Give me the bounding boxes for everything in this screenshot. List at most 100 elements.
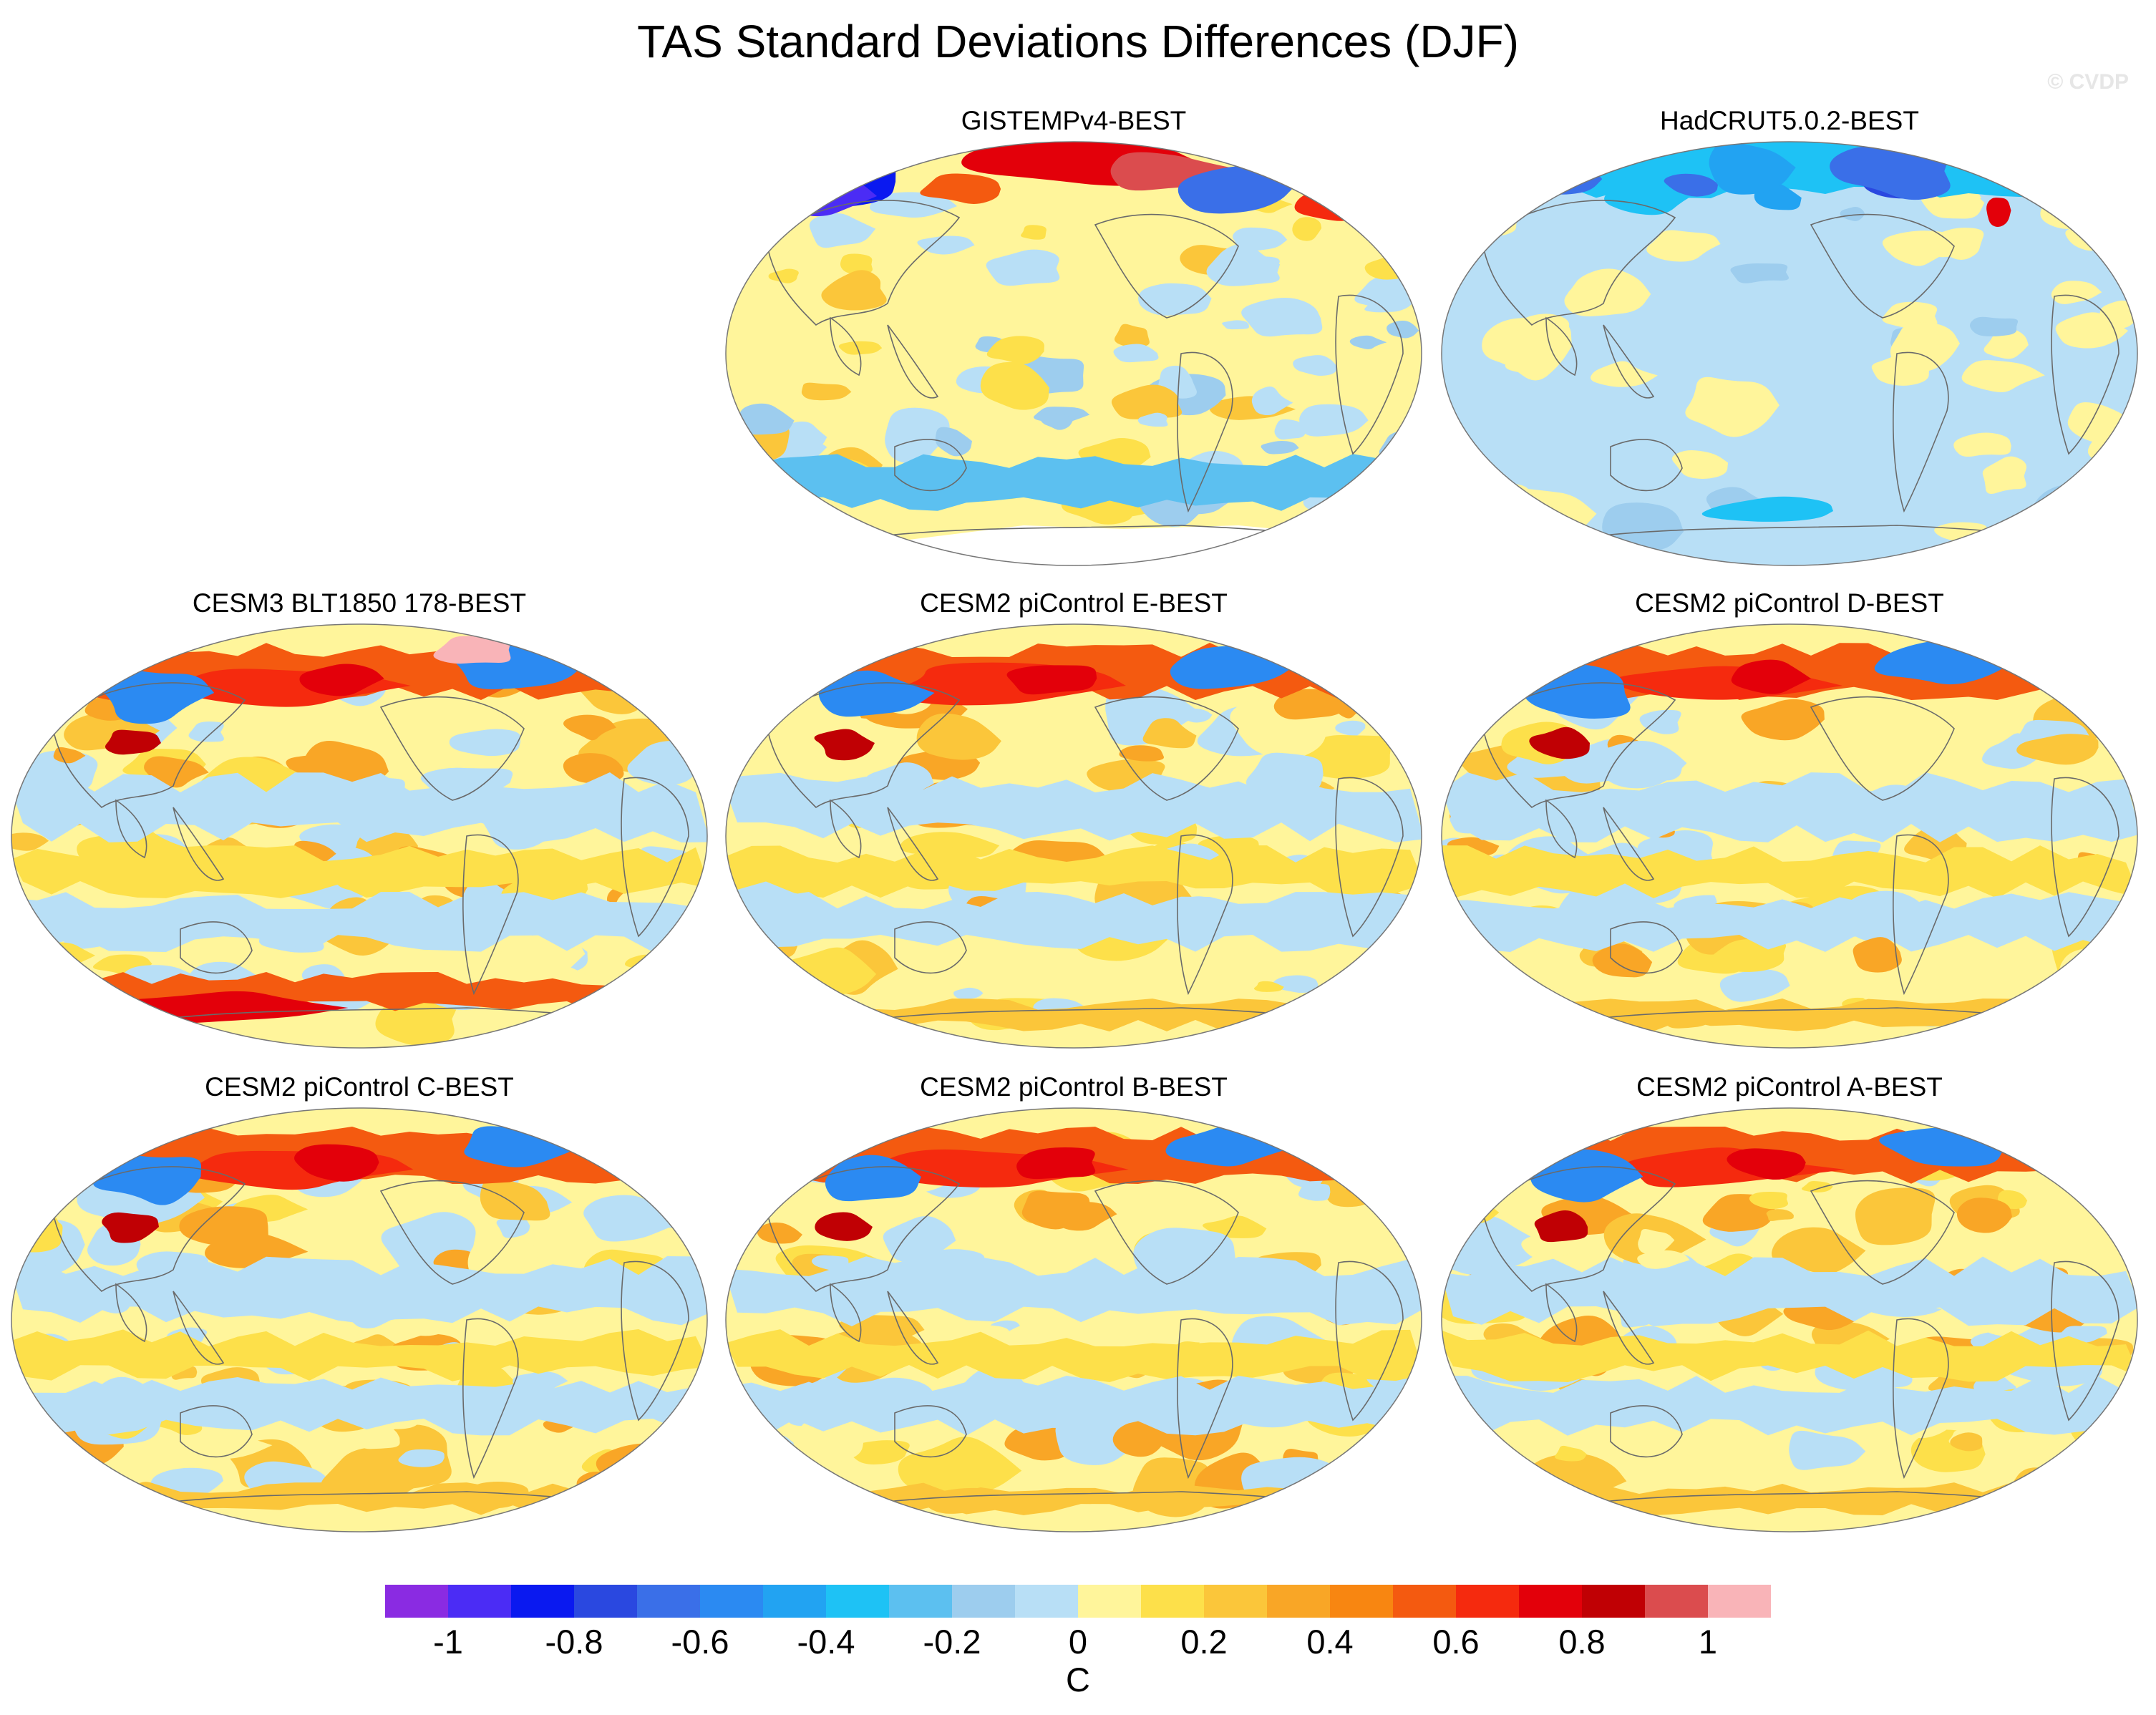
coastline xyxy=(1545,316,1578,376)
anomaly-patch xyxy=(1461,211,1518,236)
coastline xyxy=(830,316,862,376)
world-map xyxy=(1441,623,2138,1049)
anomaly-band xyxy=(726,772,1422,842)
anomaly-patch xyxy=(596,1443,706,1505)
anomaly-patch xyxy=(1890,321,1960,372)
colorbar-swatch xyxy=(511,1585,574,1618)
coastline xyxy=(180,1405,253,1458)
anomaly-patch xyxy=(1741,699,1825,741)
anomaly-patch xyxy=(726,1457,787,1482)
map-border xyxy=(725,1107,1422,1532)
anomaly-patch xyxy=(1320,1170,1388,1208)
anomaly-patch xyxy=(1530,1149,1643,1203)
anomaly-patch xyxy=(35,1160,84,1180)
anomaly-patch xyxy=(1112,1419,1167,1457)
coastline xyxy=(887,1291,939,1365)
anomaly-patch xyxy=(1442,142,1539,173)
colorbar-swatch xyxy=(1204,1585,1267,1618)
anomaly-patch xyxy=(1664,173,1719,197)
anomaly-patch xyxy=(1731,659,1811,694)
anomaly-patch xyxy=(662,656,691,673)
coastline xyxy=(765,200,961,326)
anomaly-patch xyxy=(1306,632,1388,671)
coastline xyxy=(621,777,689,938)
anomaly-patch xyxy=(726,1454,758,1471)
coastline xyxy=(115,799,147,859)
anomaly-patch xyxy=(1855,976,1915,1001)
coastline xyxy=(379,1180,525,1285)
anomaly-band xyxy=(726,892,1422,952)
anomaly-patch xyxy=(1209,396,1296,420)
coastline xyxy=(1177,834,1233,996)
anomaly-patch xyxy=(11,832,49,851)
anomaly-patch xyxy=(1484,153,1568,185)
anomaly-patch xyxy=(1374,704,1406,725)
anomaly-patch xyxy=(1140,1200,1193,1230)
anomaly-patch xyxy=(1840,206,1865,221)
anomaly-patch xyxy=(2071,173,2137,227)
anomaly-band xyxy=(11,1329,707,1381)
anomaly-patch xyxy=(69,1481,102,1497)
colorbar-swatch xyxy=(448,1585,511,1618)
anomaly-patch xyxy=(986,249,1060,286)
anomaly-patch xyxy=(1918,946,1999,991)
coastline xyxy=(1094,213,1239,319)
colorbar-swatch xyxy=(1582,1585,1645,1618)
anomaly-patch xyxy=(2011,1109,2098,1155)
coastline xyxy=(2051,1260,2119,1422)
colorbar-tick-label: 0 xyxy=(1068,1623,1088,1661)
anomaly-patch xyxy=(140,1108,210,1132)
anomaly-band xyxy=(1442,1256,2137,1326)
coastline xyxy=(1810,1180,1955,1285)
anomaly-patch xyxy=(848,1440,910,1464)
anomaly-band xyxy=(726,1329,1422,1382)
colorbar-swatch xyxy=(889,1585,952,1618)
anomaly-patch xyxy=(1983,329,2029,359)
anomaly-patch xyxy=(898,1437,1022,1496)
anomaly-patch xyxy=(1397,482,1420,498)
anomaly-patch xyxy=(144,756,209,788)
map-panel: CESM3 BLT1850 178-BEST xyxy=(9,587,710,1052)
anomaly-patch xyxy=(581,629,663,673)
panel-title: CESM2 piControl E-BEST xyxy=(920,588,1228,618)
colorbar-swatch xyxy=(1708,1585,1771,1618)
anomaly-patch xyxy=(1646,230,1721,262)
anomaly-patch xyxy=(2101,676,2137,710)
anomaly-patch xyxy=(2040,190,2129,230)
anomaly-patch xyxy=(1516,314,1570,346)
anomaly-patch xyxy=(1982,456,2027,495)
anomaly-patch xyxy=(1771,1227,1866,1274)
panel-title: CESM2 piControl C-BEST xyxy=(205,1072,514,1102)
anomaly-patch xyxy=(1852,937,1902,973)
map-border xyxy=(1441,141,2138,566)
coastline xyxy=(180,921,253,974)
anomaly-patch xyxy=(1730,263,1790,283)
coastline xyxy=(2051,777,2119,938)
anomaly-patch xyxy=(885,407,950,464)
anomaly-patch xyxy=(1374,1468,1420,1487)
coastline xyxy=(894,921,967,974)
anomaly-patch xyxy=(1442,650,1520,696)
coastline xyxy=(173,1291,225,1365)
anomaly-patch xyxy=(398,1449,445,1467)
anomaly-patch xyxy=(1701,496,1833,522)
world-map xyxy=(11,1107,708,1532)
anomaly-band xyxy=(11,1377,707,1436)
anomaly-patch xyxy=(53,747,86,764)
colorbar-swatch xyxy=(952,1585,1015,1618)
anomaly-patch xyxy=(1929,228,1984,260)
anomaly-patch xyxy=(1292,217,1322,241)
anomaly-band xyxy=(726,845,1422,898)
anomaly-patch xyxy=(1272,975,1319,993)
anomaly-patch xyxy=(1709,142,1796,195)
missing-data xyxy=(726,525,1422,565)
anomaly-patch xyxy=(1749,1192,1788,1210)
anomaly-patch xyxy=(593,1108,671,1157)
anomaly-patch xyxy=(1442,687,1480,724)
anomaly-band xyxy=(726,454,1422,511)
anomaly-patch xyxy=(449,729,521,757)
anomaly-patch xyxy=(1233,227,1288,252)
anomaly-patch xyxy=(1330,175,1408,223)
anomaly-patch xyxy=(1789,1430,1866,1470)
anomaly-patch xyxy=(1274,419,1307,440)
